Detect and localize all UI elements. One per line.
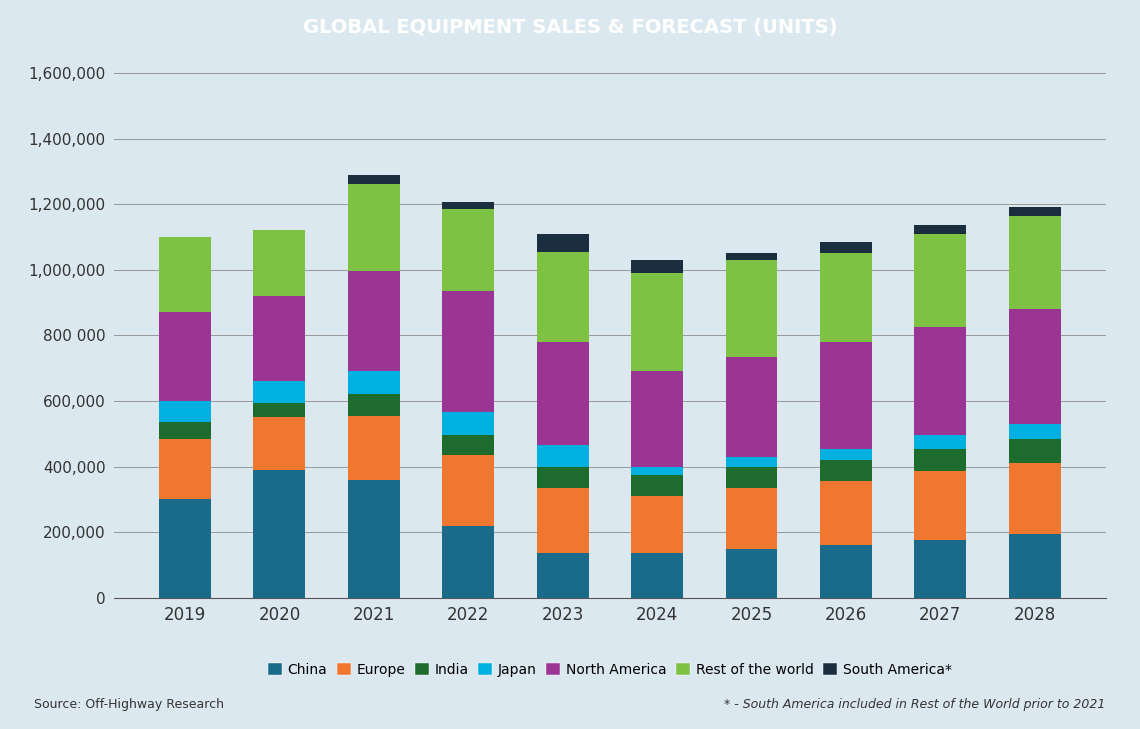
Bar: [442, 291, 495, 413]
Bar: [1009, 216, 1060, 309]
Bar: [442, 455, 495, 526]
Text: Source: Off-Highway Research: Source: Off-Highway Research: [34, 698, 225, 711]
Bar: [442, 203, 495, 209]
Bar: [442, 435, 495, 455]
Bar: [725, 456, 777, 467]
Bar: [348, 372, 400, 394]
Bar: [348, 175, 400, 184]
Bar: [348, 480, 400, 598]
Bar: [253, 296, 306, 381]
Bar: [914, 435, 967, 448]
Bar: [725, 254, 777, 260]
Bar: [632, 372, 683, 467]
Bar: [820, 448, 872, 460]
Bar: [537, 445, 588, 467]
Bar: [820, 342, 872, 448]
Bar: [914, 234, 967, 327]
Bar: [914, 448, 967, 472]
Bar: [725, 356, 777, 456]
Bar: [348, 416, 400, 480]
Bar: [537, 467, 588, 488]
Bar: [632, 475, 683, 496]
Bar: [1009, 309, 1060, 424]
Text: GLOBAL EQUIPMENT SALES & FORECAST (UNITS): GLOBAL EQUIPMENT SALES & FORECAST (UNITS…: [303, 17, 837, 37]
Bar: [442, 209, 495, 291]
Bar: [1009, 439, 1060, 464]
Bar: [1009, 208, 1060, 216]
Bar: [725, 467, 777, 488]
Bar: [537, 252, 588, 342]
Bar: [348, 271, 400, 372]
Bar: [537, 553, 588, 598]
Bar: [160, 313, 211, 401]
Bar: [1009, 424, 1060, 439]
Bar: [160, 401, 211, 422]
Bar: [442, 413, 495, 435]
Bar: [253, 381, 306, 402]
Bar: [820, 481, 872, 545]
Bar: [537, 234, 588, 252]
Bar: [442, 526, 495, 598]
Bar: [160, 499, 211, 598]
Bar: [632, 260, 683, 273]
Text: * - South America included in Rest of the World prior to 2021: * - South America included in Rest of th…: [724, 698, 1106, 711]
Bar: [1009, 464, 1060, 534]
Bar: [253, 402, 306, 417]
Bar: [160, 237, 211, 312]
Bar: [632, 553, 683, 598]
Bar: [1009, 534, 1060, 598]
Bar: [160, 422, 211, 439]
Bar: [160, 439, 211, 499]
Bar: [914, 540, 967, 598]
Bar: [253, 230, 306, 296]
Bar: [820, 460, 872, 481]
Bar: [725, 488, 777, 548]
Bar: [820, 254, 872, 342]
Bar: [820, 242, 872, 254]
Bar: [348, 184, 400, 271]
Bar: [253, 470, 306, 598]
Bar: [914, 472, 967, 540]
Legend: China, Europe, India, Japan, North America, Rest of the world, South America*: China, Europe, India, Japan, North Ameri…: [262, 658, 958, 682]
Bar: [537, 488, 588, 553]
Bar: [632, 467, 683, 475]
Bar: [537, 342, 588, 445]
Bar: [725, 548, 777, 598]
Bar: [632, 273, 683, 372]
Bar: [632, 496, 683, 553]
Bar: [914, 327, 967, 435]
Bar: [348, 394, 400, 416]
Bar: [253, 417, 306, 470]
Bar: [914, 225, 967, 233]
Bar: [820, 545, 872, 598]
Bar: [725, 260, 777, 356]
